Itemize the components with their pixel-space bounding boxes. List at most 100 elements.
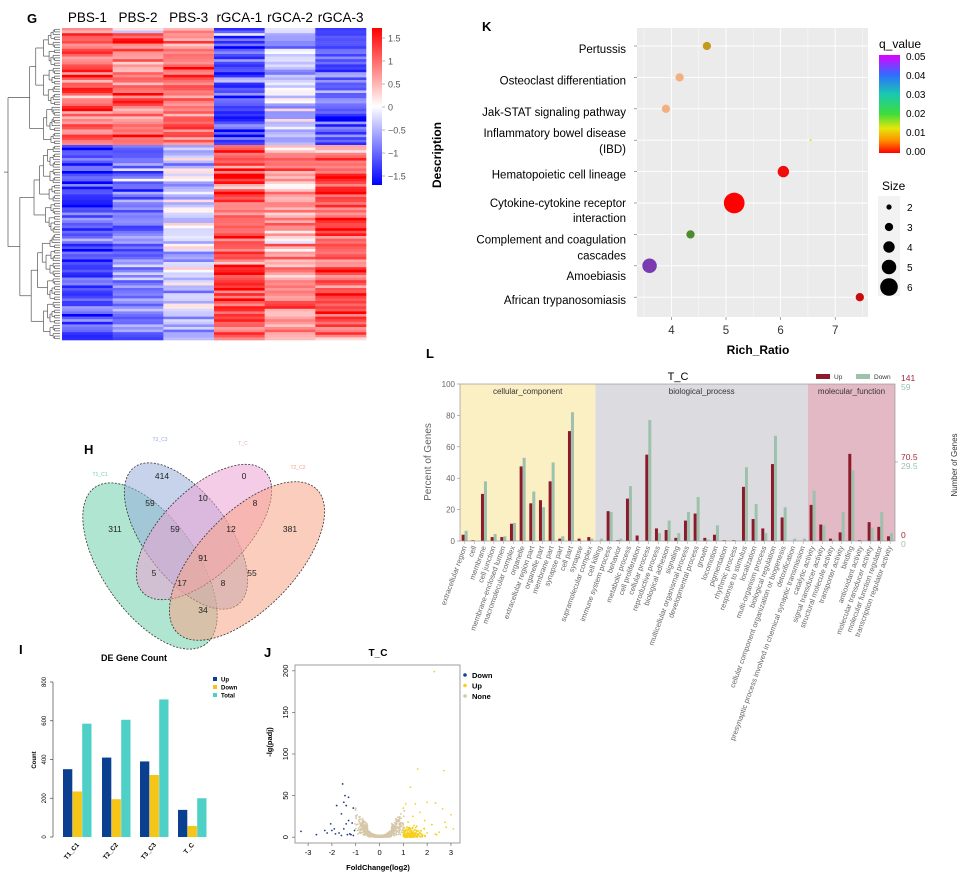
heatmap-cell <box>315 178 367 182</box>
heatmap-cell <box>214 51 265 55</box>
heatmap-cell <box>62 280 113 284</box>
point-up <box>403 829 406 832</box>
heatmap-cell <box>163 103 215 107</box>
bar-down <box>503 536 507 541</box>
heatmap-cell <box>315 103 367 107</box>
heatmap-cell <box>62 74 113 78</box>
heatmap-cell <box>62 145 113 148</box>
legend-label: Total <box>221 694 235 700</box>
heatmap-cell <box>214 93 265 96</box>
heatmap-cell <box>264 30 316 34</box>
point-none <box>399 828 402 831</box>
heatmap-cell <box>214 228 265 232</box>
heatmap-cell <box>163 332 215 336</box>
heatmap-cell <box>214 269 265 273</box>
heatmap-cell <box>214 217 265 221</box>
bar-up <box>722 540 726 541</box>
heatmap-cell <box>163 319 215 323</box>
chart-title: T_C <box>369 648 388 659</box>
venn-region-count: 10 <box>198 493 208 503</box>
bar-down <box>793 538 797 541</box>
bar-down <box>72 791 82 837</box>
size-legend-marker <box>886 204 892 210</box>
bar-up <box>645 454 649 541</box>
heatmap-cell <box>112 301 164 304</box>
heatmap-cell <box>315 165 367 169</box>
pathway-label: Complement and coagulation <box>476 234 626 246</box>
heatmap-cell <box>163 272 215 276</box>
heatmap-cell <box>315 160 367 164</box>
heatmap-cell <box>315 280 367 284</box>
heatmap-cell <box>214 254 265 258</box>
heatmap-cell <box>315 295 367 299</box>
x-tick-label: -3 <box>305 848 312 857</box>
bar-down <box>590 538 594 541</box>
heatmap-cell <box>163 147 215 151</box>
heatmap-cell <box>214 215 265 219</box>
point-none <box>403 809 406 812</box>
x-tick-label: 3 <box>449 848 453 857</box>
right-axis-down-label: 0 <box>901 539 906 549</box>
heatmap-cell <box>62 129 113 133</box>
heatmap-cell <box>214 56 265 60</box>
heatmap-cell <box>163 249 215 252</box>
heatmap-cell <box>62 54 113 57</box>
pathway-label: interaction <box>573 213 626 225</box>
heatmap-cell <box>62 303 113 307</box>
point-up <box>426 801 429 804</box>
heatmap-cell <box>264 334 316 338</box>
heatmap-cell <box>264 215 316 219</box>
heatmap-cell <box>315 233 367 237</box>
point-down <box>340 812 343 815</box>
kegg-bubble-panel: Pertussis Osteoclast differentiation Jak-S… <box>430 28 926 357</box>
heatmap-cell <box>315 173 367 177</box>
heatmap-cell <box>62 41 113 44</box>
heatmap-cell <box>163 254 215 258</box>
heatmap-cell <box>264 238 316 242</box>
heatmap-cell <box>163 293 215 297</box>
heatmap-cell <box>264 290 316 294</box>
heatmap-cell <box>315 38 367 42</box>
legend-marker <box>463 683 467 688</box>
heatmap-cell <box>62 334 113 338</box>
bar-up <box>819 524 823 541</box>
heatmap-cell <box>62 337 113 341</box>
y-tick-label: 0 <box>281 835 290 839</box>
point-down <box>347 819 350 822</box>
heatmap-cell <box>112 228 164 232</box>
heatmap-cell <box>112 41 164 44</box>
heatmap-cell <box>264 64 316 68</box>
point-up <box>431 823 433 826</box>
bar-up <box>848 453 852 541</box>
heatmap-cell <box>112 306 164 310</box>
heatmap-cell <box>315 82 367 86</box>
heatmap-cell <box>62 85 113 89</box>
heatmap-cell <box>163 269 215 273</box>
heatmap-cell <box>315 264 367 268</box>
heatmap-cell <box>315 236 367 239</box>
heatmap-cell <box>264 210 316 213</box>
heatmap-cell <box>315 168 367 172</box>
heatmap-cell <box>315 121 367 125</box>
heatmap-cell <box>264 142 316 146</box>
heatmap-cell <box>112 178 164 182</box>
heatmap-cell <box>163 137 215 141</box>
heatmap-cell <box>315 327 367 330</box>
heatmap-cell <box>214 106 265 109</box>
bar-up <box>732 540 736 541</box>
heatmap-cell <box>163 132 215 135</box>
point-down <box>335 804 338 807</box>
heatmap-cell <box>62 108 113 112</box>
legend-label: Up <box>834 374 843 381</box>
point-up <box>410 830 412 833</box>
bar-up <box>741 486 745 541</box>
bar-up <box>703 537 707 541</box>
heatmap-cell <box>214 210 265 213</box>
point-none <box>362 833 365 836</box>
bar-up <box>567 431 571 541</box>
heatmap-cell <box>264 256 316 260</box>
heatmap-cell <box>264 321 316 325</box>
bar-down <box>483 481 487 541</box>
heatmap-cell <box>214 207 265 211</box>
heatmap-cell <box>62 80 113 83</box>
